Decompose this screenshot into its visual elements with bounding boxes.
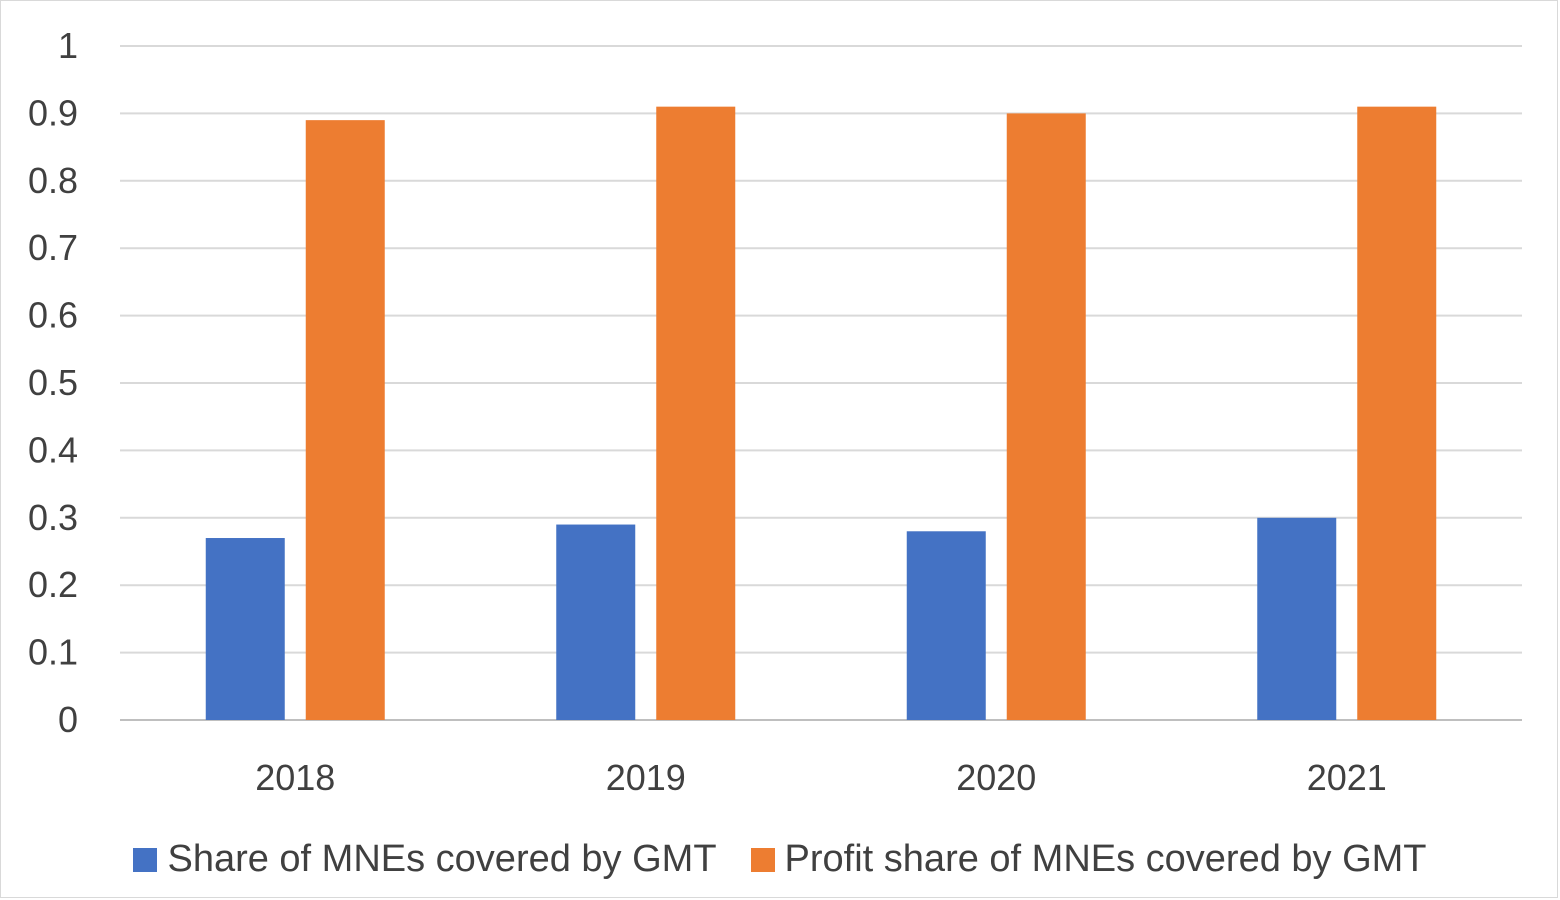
legend-item-share-of-mnes: Share of MNEs covered by GMT — [133, 838, 717, 881]
x-tick-label: 2018 — [255, 757, 335, 798]
bar-profit-share-2021 — [1357, 106, 1437, 720]
legend-label-profit-share: Profit share of MNEs covered by GMT — [784, 838, 1427, 880]
x-axis-tick-labels: 2018 2019 2020 2021 — [255, 757, 1387, 798]
legend: Share of MNEs covered by GMT Profit shar… — [0, 838, 1560, 881]
y-tick-label: 0 — [58, 699, 78, 740]
y-tick-label: 0.5 — [28, 362, 78, 403]
y-tick-label: 1 — [58, 25, 78, 66]
legend-item-profit-share: Profit share of MNEs covered by GMT — [750, 838, 1427, 881]
y-tick-label: 0.3 — [28, 497, 78, 538]
y-tick-label: 0.1 — [28, 632, 78, 673]
legend-label-share-of-mnes: Share of MNEs covered by GMT — [167, 838, 717, 880]
bars — [205, 106, 1437, 720]
y-tick-label: 0.4 — [28, 429, 78, 470]
bar-share-2021 — [1257, 517, 1337, 720]
bar-profit-share-2019 — [656, 106, 736, 720]
x-tick-label: 2021 — [1307, 757, 1387, 798]
y-tick-label: 0.6 — [28, 295, 78, 336]
y-tick-label: 0.9 — [28, 92, 78, 133]
bar-profit-share-2018 — [305, 120, 385, 720]
x-tick-label: 2019 — [606, 757, 686, 798]
legend-swatch-share-of-mnes — [133, 847, 158, 872]
bar-share-2018 — [205, 538, 285, 720]
y-axis-tick-labels: 0 0.1 0.2 0.3 0.4 0.5 0.6 0.7 0.8 0.9 1 — [28, 25, 78, 740]
bar-profit-share-2020 — [1006, 113, 1086, 720]
x-tick-label: 2020 — [956, 757, 1036, 798]
bar-share-2019 — [556, 524, 636, 720]
y-tick-label: 0.2 — [28, 564, 78, 605]
y-tick-label: 0.8 — [28, 160, 78, 201]
y-tick-label: 0.7 — [28, 227, 78, 268]
legend-swatch-profit-share — [750, 847, 775, 872]
bar-share-2020 — [906, 531, 986, 720]
